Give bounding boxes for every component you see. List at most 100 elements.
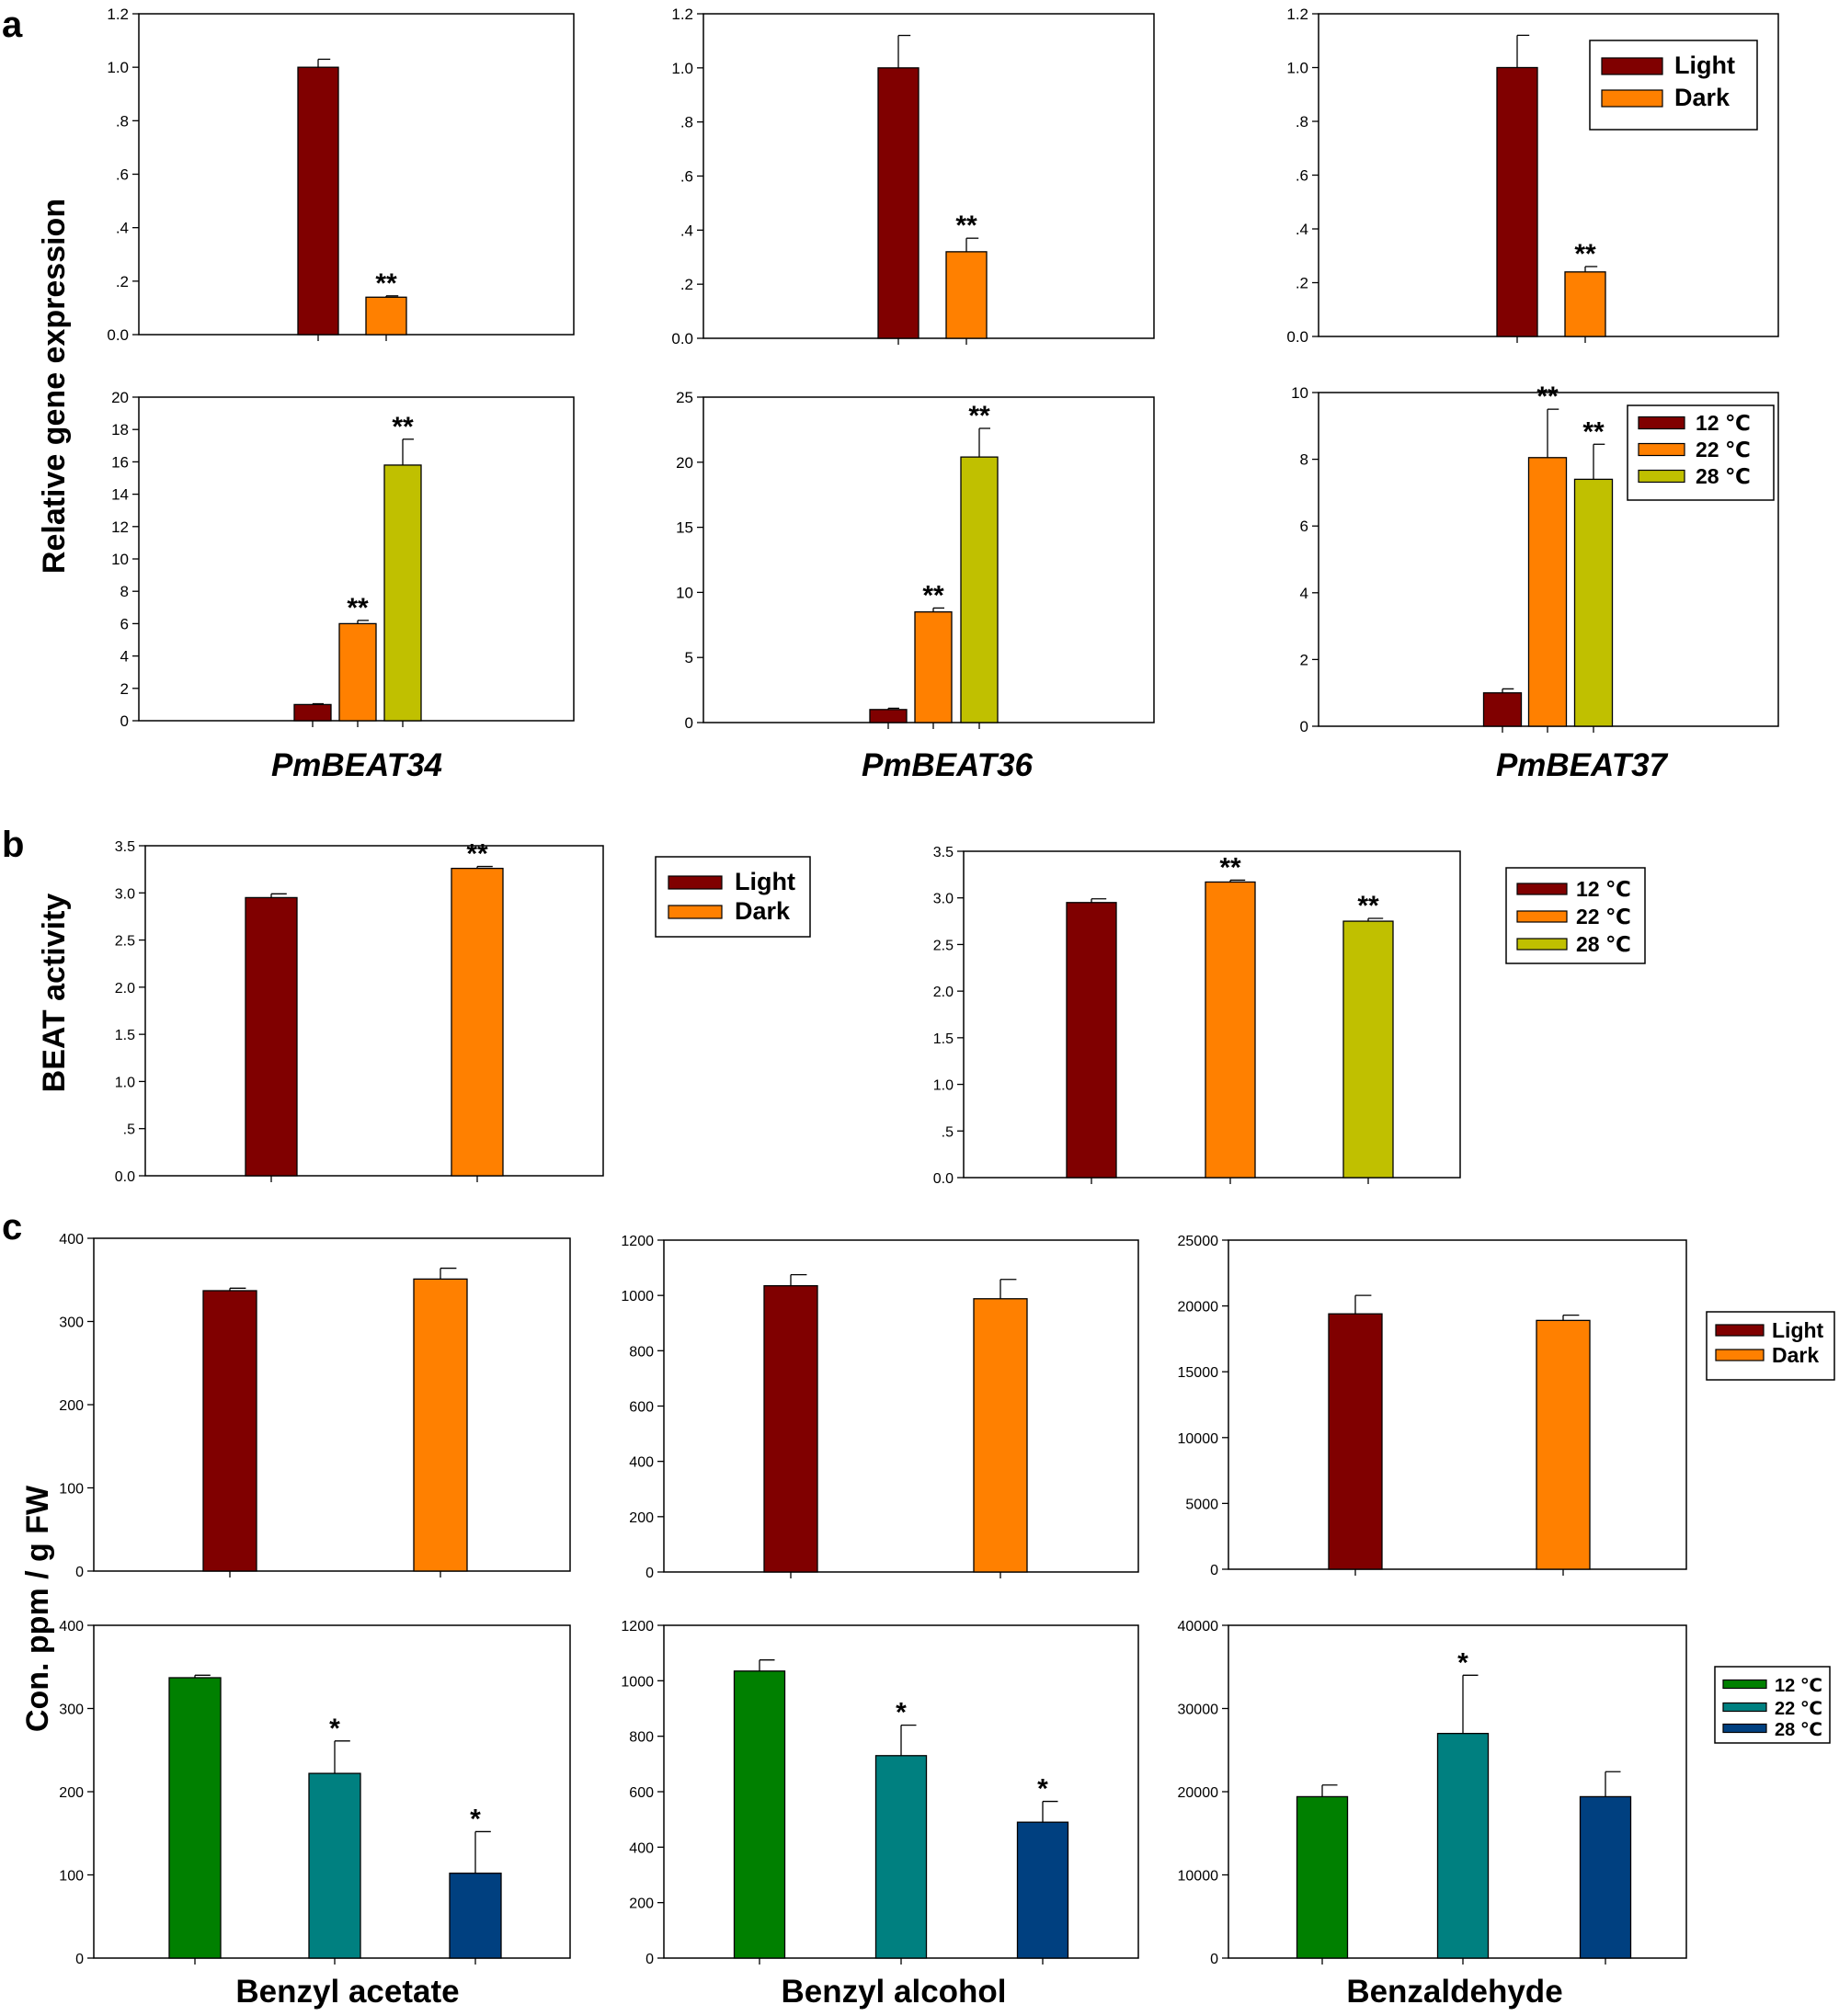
- legend-label-12: 12 ℃: [1775, 1676, 1822, 1696]
- bar-dark: [365, 296, 407, 336]
- bar-light: [763, 1284, 818, 1573]
- bar-28: [960, 456, 999, 723]
- legend-frame: [655, 856, 811, 938]
- y-tick-label: 1.0: [107, 59, 129, 76]
- y-tick-label: 0: [75, 1952, 84, 1967]
- bar-dark: [973, 1298, 1028, 1573]
- y-tick-label: 1.5: [115, 1028, 135, 1043]
- y-tick-label: 10000: [1178, 1431, 1219, 1447]
- y-tick-label: 100: [59, 1482, 84, 1498]
- y-tick-label: 300: [59, 1316, 84, 1331]
- legend-label-28: 28 ℃: [1696, 464, 1751, 488]
- chart-beat-activity-light-dark: 0.0 .5 1.0 1.5 2.0 2.5 3.0 3.5 **: [115, 839, 604, 1185]
- bar-22: [1436, 1733, 1490, 1959]
- y-tick-label: 3.0: [933, 892, 954, 907]
- significance-dark: **: [955, 211, 977, 241]
- y-tick-label: 400: [629, 1455, 654, 1471]
- y-tick-label: 25: [676, 389, 693, 406]
- y-tick-label: 20000: [1178, 1785, 1219, 1801]
- chart-benzyl-alcohol-temperature: 0 200 400 600 800 1000 1200 * *: [621, 1619, 1139, 1967]
- legend-label-28: 28 ℃: [1775, 1720, 1822, 1740]
- legend-label-dark: Dark: [1674, 84, 1730, 111]
- bar-light: [202, 1290, 257, 1572]
- chart-benzyl-acetate-temperature: 0 100 200 300 400 * *: [59, 1619, 571, 1967]
- bar-12: [168, 1677, 222, 1959]
- legend-label-light: Light: [735, 868, 795, 895]
- significance-22: *: [896, 1698, 907, 1728]
- legend-light-dark-a: Light Dark: [1589, 40, 1758, 131]
- y-tick-label: 0: [1210, 1952, 1218, 1967]
- y-tick-label: 1200: [621, 1619, 654, 1634]
- y-tick-label: 30000: [1178, 1703, 1219, 1718]
- y-tick-label: 400: [59, 1232, 84, 1247]
- bar-22: [874, 1755, 928, 1959]
- plot-frame: [144, 845, 604, 1177]
- y-tick-label: 0: [645, 1566, 654, 1581]
- y-tick-label: 2: [120, 680, 129, 698]
- plot-frame: [1228, 1239, 1687, 1570]
- y-tick-label: 5000: [1185, 1497, 1218, 1512]
- y-tick-label: 20: [111, 389, 129, 406]
- y-tick-label: 10000: [1178, 1869, 1219, 1885]
- y-tick-label: 10: [1291, 384, 1308, 402]
- bar-light: [877, 67, 920, 339]
- chart-benzyl-acetate-light-dark: 0 100 200 300 400: [59, 1232, 571, 1580]
- bar-dark: [1536, 1319, 1591, 1570]
- compound-label-benzaldehyde: Benzaldehyde: [1346, 1974, 1562, 2010]
- y-tick-label: 0.0: [107, 326, 129, 344]
- bar-28: [1342, 920, 1394, 1179]
- y-tick-label: 2.5: [115, 934, 135, 950]
- y-tick-label: 6: [120, 615, 129, 632]
- bar-12: [1482, 692, 1523, 727]
- legend-swatch-28: [1722, 1723, 1767, 1734]
- y-tick-label: 0: [120, 712, 129, 730]
- legend-label-dark: Dark: [735, 897, 791, 925]
- bar-dark: [451, 867, 504, 1177]
- bar-dark: [413, 1278, 468, 1572]
- y-tick-label: 2: [1300, 651, 1308, 668]
- chart-pmbeat36-temperature: 0 5 10 15 20 25 ** **: [676, 389, 1155, 732]
- legend-label-28: 28 ℃: [1576, 932, 1631, 956]
- significance-28: **: [1357, 891, 1379, 921]
- plot-frame: [702, 13, 1155, 339]
- legend-swatch-dark: [1715, 1349, 1765, 1361]
- legend-swatch-dark: [1601, 89, 1663, 108]
- y-tick-label: 1.5: [933, 1031, 954, 1047]
- bar-12: [1296, 1795, 1349, 1959]
- legend-temperature-a: 12 ℃ 22 ℃ 28 ℃: [1627, 404, 1775, 501]
- bar-12: [293, 703, 332, 722]
- gene-label-pmbeat34: PmBEAT34: [271, 747, 442, 783]
- y-tick-label: 8: [1300, 451, 1308, 469]
- y-tick-label: 15000: [1178, 1365, 1219, 1381]
- bar-28: [1016, 1821, 1069, 1959]
- panel-letter-a: a: [2, 5, 23, 45]
- y-tick-label: 1.2: [671, 6, 693, 23]
- bar-dark: [945, 251, 988, 339]
- bar-light: [297, 66, 339, 336]
- y-tick-label: .2: [1296, 275, 1308, 292]
- legend-swatch-light: [1715, 1324, 1765, 1337]
- bar-light: [1496, 66, 1538, 337]
- compound-label-benzyl-alcohol: Benzyl alcohol: [781, 1974, 1006, 2010]
- y-tick-label: 0: [75, 1565, 84, 1580]
- bar-light: [1328, 1313, 1383, 1570]
- y-tick-label: 0.0: [1286, 328, 1308, 346]
- y-tick-label: 0.0: [115, 1169, 135, 1185]
- y-tick-label: 4: [120, 648, 129, 666]
- legend-swatch-28: [1516, 938, 1568, 951]
- y-tick-label: 800: [629, 1344, 654, 1360]
- y-tick-label: 8: [120, 583, 129, 600]
- legend-label-light: Light: [1772, 1318, 1824, 1342]
- y-tick-label: 5: [685, 649, 693, 666]
- bar-22: [338, 622, 377, 722]
- chart-benzaldehyde-light-dark: 0 5000 10000 15000 20000 25000: [1178, 1234, 1687, 1578]
- y-tick-label: 6: [1300, 518, 1308, 535]
- legend-label-22: 22 ℃: [1775, 1699, 1822, 1719]
- y-tick-label: 600: [629, 1400, 654, 1416]
- y-tick-label: 0: [1210, 1563, 1218, 1578]
- y-tick-label: .6: [680, 168, 693, 186]
- y-tick-label: 300: [59, 1703, 84, 1718]
- y-tick-label: 3.5: [933, 845, 954, 860]
- chart-pmbeat36-light-dark: 0.0 .2 .4 .6 .8 1.0 1.2 **: [671, 6, 1155, 347]
